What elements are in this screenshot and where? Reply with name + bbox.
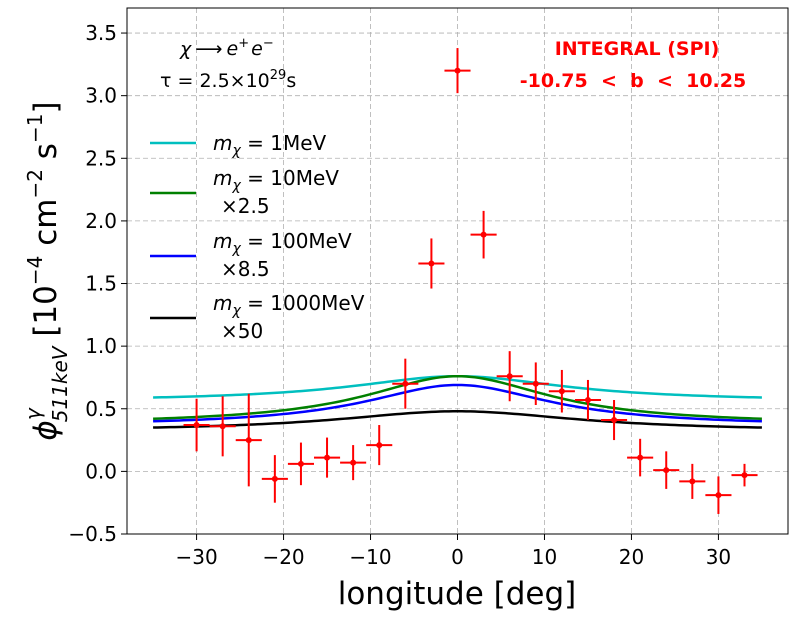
y-tick-label: 3.0 [85,84,117,108]
x-tick-label: 20 [619,545,644,569]
data-point [480,231,487,238]
y-ticks: −0.5 0.0 0.5 1.0 1.5 2.0 2.5 3.0 3.5 [68,21,127,546]
x-tick-label: 30 [706,545,731,569]
model-curves [153,374,762,429]
y-tick-label: 0.0 [85,459,117,483]
legend-label-1mev: mχ = 1MeV [213,131,327,159]
legend-scale-100mev: ×8.5 [221,257,270,281]
data-point [689,478,696,485]
y-tick-label: 1.0 [85,334,117,358]
data-point [454,67,461,74]
x-ticks: −30 −20 −10 0 10 20 30 [175,534,731,569]
data-point [219,423,226,430]
x-tick-label: 0 [451,545,464,569]
model-curve-1 [153,374,762,421]
data-point [506,373,513,380]
data-point [350,459,357,466]
legend-scale-1000mev: ×50 [221,319,263,343]
data-point [715,492,722,499]
data-point [611,417,618,424]
instrument-label: INTEGRAL (SPI) [555,38,720,60]
observations [183,48,758,514]
model-curve-3 [153,410,762,429]
y-tick-label: 2.0 [85,209,117,233]
y-tick-label: 0.5 [85,397,117,421]
y-tick-label: 1.5 [85,272,117,296]
data-point [637,454,644,461]
data-point [532,380,539,387]
process-annotation: χ ⟶ e+ e− [179,36,274,60]
legend-scale-10mev: ×2.5 [221,194,270,218]
data-point [558,388,565,395]
data-point [245,437,252,444]
x-tick-label: −10 [349,545,391,569]
x-tick-label: 10 [532,545,557,569]
legend: mχ = 1MeV mχ = 10MeV ×2.5 mχ = 100MeV ×8… [150,131,365,343]
x-tick-label: −30 [175,545,217,569]
legend-label-10mev: mχ = 10MeV [213,166,339,194]
data-point [428,260,435,267]
data-point [663,467,670,474]
data-point [324,454,331,461]
legend-label-100mev: mχ = 100MeV [213,229,352,257]
model-curve-2 [153,383,762,423]
y-tick-label: 3.5 [85,21,117,45]
data-point [376,442,383,449]
x-tick-label: −20 [262,545,304,569]
data-point [297,460,304,467]
data-point [584,396,591,403]
legend-label-1000mev: mχ = 1000MeV [213,291,365,319]
data-point [402,380,409,387]
data-point [193,422,200,429]
y-tick-label: −0.5 [68,522,117,546]
data-point [741,472,748,479]
x-axis-label: longitude [deg] [338,576,577,612]
data-point [271,475,278,482]
y-tick-label: 2.5 [85,146,117,170]
lifetime-annotation: τ = 2.5×1029s [160,68,296,92]
y-axis-label: ϕγ 511keV [10−4 cm−2 s−1] [21,101,72,440]
latitude-label: -10.75 < b < 10.25 [520,70,746,92]
